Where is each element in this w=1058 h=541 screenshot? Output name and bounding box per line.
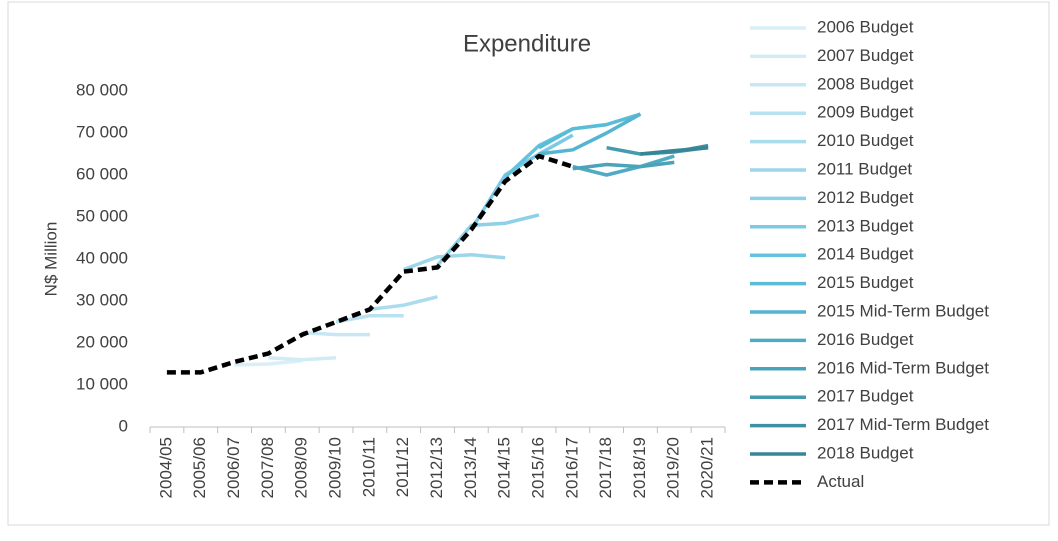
x-tick-label: 2008/09 bbox=[292, 437, 311, 498]
budget-line bbox=[538, 112, 642, 156]
legend-label: 2016 Mid-Term Budget bbox=[817, 358, 989, 377]
x-tick-label: 2006/07 bbox=[224, 437, 243, 498]
x-tick-label: 2010/11 bbox=[359, 437, 378, 497]
y-tick-label: 80 000 bbox=[76, 80, 128, 99]
y-tick-label: 60 000 bbox=[76, 164, 128, 183]
budget-line bbox=[369, 295, 438, 312]
x-tick-label: 2013/14 bbox=[461, 437, 480, 498]
budget-line bbox=[302, 330, 370, 337]
x-tick-label: 2018/19 bbox=[630, 437, 649, 498]
budget-line bbox=[538, 112, 641, 150]
budget-line bbox=[572, 160, 675, 171]
x-tick-label: 2014/15 bbox=[495, 437, 514, 498]
legend-label: 2013 Budget bbox=[817, 216, 914, 235]
actual-line bbox=[166, 153, 574, 375]
legend-label: 2007 Budget bbox=[817, 46, 914, 65]
legend-label: 2017 Budget bbox=[817, 387, 914, 406]
legend-label: 2012 Budget bbox=[817, 188, 914, 207]
x-tick-label: 2012/13 bbox=[427, 437, 446, 498]
x-tick-label: 2015/16 bbox=[528, 437, 547, 498]
y-tick-label: 10 000 bbox=[76, 374, 128, 393]
chart-title: Expenditure bbox=[463, 30, 591, 57]
budget-line bbox=[234, 358, 303, 367]
y-tick-label: 0 bbox=[119, 416, 128, 435]
x-tick-label: 2004/05 bbox=[156, 437, 175, 498]
legend-label: 2010 Budget bbox=[817, 131, 914, 150]
legend-label: 2015 Budget bbox=[817, 273, 914, 292]
legend-label: 2009 Budget bbox=[817, 103, 914, 122]
y-tick-label: 40 000 bbox=[76, 248, 128, 267]
x-tick-label: 2011/12 bbox=[393, 437, 412, 497]
legend-label: 2018 Budget bbox=[817, 443, 914, 462]
x-tick-label: 2007/08 bbox=[258, 437, 277, 498]
budget-line bbox=[268, 355, 337, 362]
legend-label: 2006 Budget bbox=[817, 17, 914, 36]
legend-label: 2014 Budget bbox=[817, 245, 914, 264]
y-tick-label: 30 000 bbox=[76, 290, 128, 309]
budget-line bbox=[403, 253, 506, 272]
y-axis-label: N$ Million bbox=[41, 222, 60, 297]
legend-label: 2008 Budget bbox=[817, 74, 914, 93]
x-tick-label: 2016/17 bbox=[562, 437, 581, 498]
y-tick-label: 20 000 bbox=[76, 332, 128, 351]
x-tick-label: 2017/18 bbox=[596, 437, 615, 498]
chart-border bbox=[7, 1, 1050, 526]
legend-label: 2017 Mid-Term Budget bbox=[817, 415, 989, 434]
y-tick-label: 50 000 bbox=[76, 206, 128, 225]
legend-label: Actual bbox=[817, 472, 864, 491]
budget-line bbox=[572, 154, 675, 177]
x-tick-label: 2019/20 bbox=[664, 437, 683, 498]
y-tick-label: 70 000 bbox=[76, 122, 128, 141]
x-tick-label: 2009/10 bbox=[326, 437, 345, 498]
legend-label: 2015 Mid-Term Budget bbox=[817, 301, 989, 320]
x-tick-label: 2020/21 bbox=[698, 437, 717, 498]
legend-label: 2011 Budget bbox=[817, 159, 912, 178]
x-tick-label: 2005/06 bbox=[190, 437, 209, 498]
legend-label: 2016 Budget bbox=[817, 330, 914, 349]
budget-line bbox=[640, 145, 709, 156]
